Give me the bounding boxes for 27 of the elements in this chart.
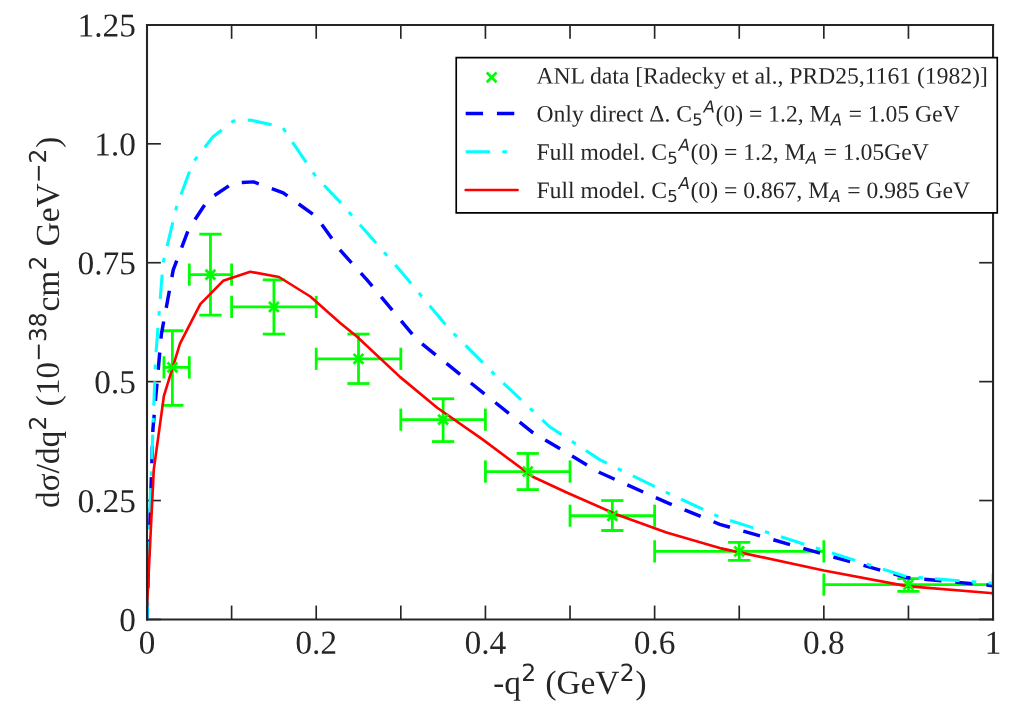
legend-label: Only direct Δ. C$_{5}$$^{A}$(0) = 1.2, M$_{A}$ = 1.05 GeV: [537, 100, 960, 127]
x-axis-title: -q$^{2}$ (GeV$^{2}$): [494, 663, 646, 701]
y-tick-label: 0.5: [95, 371, 135, 394]
x-tick-label: 0.2: [296, 631, 336, 655]
legend-label: Full model. C$_{5}$$^{A}$(0) = 1.2, M$_{A}$ = 1.05GeV: [537, 138, 929, 165]
point: [521, 465, 535, 478]
point: [436, 413, 450, 426]
legend-label: Full model. C$_{5}$$^{A}$(0) = 0.867, M$_{A}$ = 0.985 GeV: [537, 176, 970, 204]
y-tick-label: 0: [120, 608, 135, 632]
y-tick-label: 0.25: [78, 489, 135, 513]
point: [606, 509, 619, 523]
point: [166, 361, 179, 374]
point: [902, 578, 915, 592]
x-tick-label: 1: [987, 631, 1000, 654]
point: [204, 268, 217, 281]
x-tick-label: 0.6: [635, 631, 675, 655]
legend-label: ANL data [Radecky et al., PRD25,1161 (1982)]: [536, 67, 987, 89]
text: dσ/dq$^{2}$ (10$^{−38}$cm$^{2}$ GeV$^{−2}$): [28, 138, 66, 507]
x-tick-label: 0: [139, 631, 155, 655]
point: [352, 352, 365, 366]
x-tick-label: 0.4: [465, 631, 506, 655]
point: [267, 300, 281, 314]
y-tick-label: 1.0: [97, 133, 135, 156]
point: [732, 545, 746, 558]
x-tick-label: 0.8: [804, 631, 844, 655]
y-tick-label: 1.25: [80, 14, 135, 37]
y-tick-label: 0.75: [78, 252, 135, 275]
